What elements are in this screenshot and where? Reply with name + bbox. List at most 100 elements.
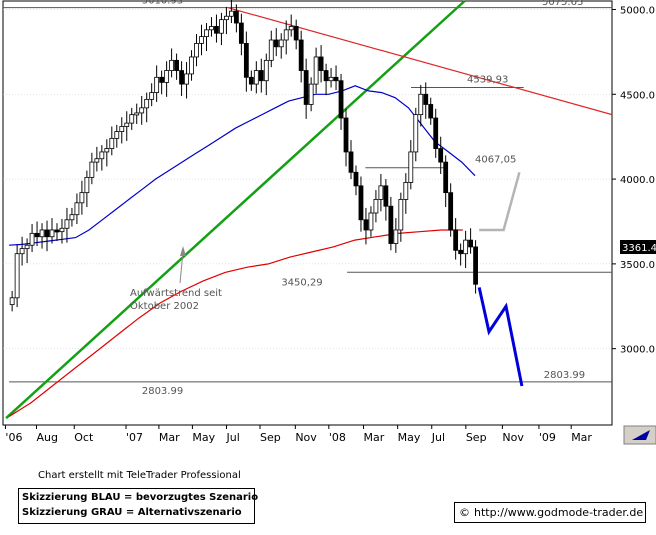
level-label: 4539,93 xyxy=(467,75,508,86)
candle-body xyxy=(140,108,144,113)
candle-body xyxy=(394,230,398,244)
level-label: 5010.93 xyxy=(142,0,183,7)
candle-body xyxy=(469,240,473,247)
candle-body xyxy=(439,149,443,163)
x-tick-label: Nov xyxy=(295,431,317,444)
candle-body xyxy=(234,11,238,23)
candle-body xyxy=(80,193,84,203)
candle-body xyxy=(125,123,129,126)
candle-body xyxy=(190,57,194,74)
candle-body xyxy=(314,57,318,84)
candle-body xyxy=(135,113,139,115)
candle-body xyxy=(324,71,328,81)
candle-body xyxy=(115,132,119,139)
candle-body xyxy=(160,77,164,82)
annotation-line-2: Oktober 2002 xyxy=(130,301,199,312)
candle-body xyxy=(264,60,268,80)
x-tick-label: Sep xyxy=(260,431,281,444)
candle-body xyxy=(339,81,343,118)
legend-gray-scenario: Skizzierung GRAU = Alternativszenario xyxy=(22,507,242,518)
candle-body xyxy=(25,245,29,248)
candle-body xyxy=(454,230,458,250)
partial-top-label: 5075.63 xyxy=(542,0,583,8)
x-tick-label: Jul xyxy=(226,431,240,444)
level-label: 4067,05 xyxy=(475,155,516,166)
x-tick-label: '07 xyxy=(126,431,143,444)
candle-body xyxy=(10,298,14,305)
candle-body xyxy=(399,199,403,230)
candle-body xyxy=(224,16,228,19)
x-tick-label: '09 xyxy=(539,431,556,444)
candle-body xyxy=(244,43,248,77)
candle-body xyxy=(35,233,39,236)
candle-body xyxy=(389,206,393,243)
scroll-arrow-icon[interactable] xyxy=(624,426,656,444)
level-label: 2803.99 xyxy=(544,370,585,381)
candle-body xyxy=(414,115,418,152)
candle-body xyxy=(229,11,233,16)
level-label: 3450,29 xyxy=(281,277,322,288)
scenario-legend: Skizzierung BLAU = bevorzugtes Szenario … xyxy=(18,488,255,524)
candle-body xyxy=(249,77,253,84)
x-tick-label: May xyxy=(192,431,215,444)
candle-body xyxy=(279,40,283,47)
candle-body xyxy=(274,40,278,47)
candle-body xyxy=(289,26,293,29)
candle-body xyxy=(180,71,184,85)
candle-body xyxy=(369,213,373,230)
candle-body xyxy=(20,249,24,254)
source-link[interactable]: © http://www.godmode-trader.de xyxy=(454,502,646,523)
candle-body xyxy=(309,84,313,104)
candle-body xyxy=(40,230,44,237)
candle-body xyxy=(359,186,363,220)
x-tick-label: '06 xyxy=(5,431,22,444)
y-tick-label: 5000.0 xyxy=(620,5,655,16)
candle-body xyxy=(334,77,338,80)
candle-body xyxy=(209,26,213,29)
candle-body xyxy=(204,30,208,37)
candle-body xyxy=(269,40,273,60)
candle-body xyxy=(429,104,433,118)
plot-area xyxy=(3,1,612,425)
candle-body xyxy=(165,71,169,83)
candle-body xyxy=(75,203,79,215)
candle-body xyxy=(150,93,154,100)
candle-body xyxy=(464,240,468,254)
candle-body xyxy=(284,30,288,40)
candle-body xyxy=(90,162,94,177)
candle-body xyxy=(175,60,179,70)
candle-body xyxy=(65,220,69,228)
candle-body xyxy=(120,127,124,132)
candle-body xyxy=(30,233,34,245)
x-tick-label: Jul xyxy=(431,431,445,444)
annotation-line-1: Aufwärtstrend seit xyxy=(130,288,222,299)
x-tick-label: Mar xyxy=(364,431,385,444)
candle-body xyxy=(259,71,263,81)
candle-body xyxy=(329,77,333,80)
candle-body xyxy=(299,40,303,71)
legend-blue-scenario: Skizzierung BLAU = bevorzugtes Szenario xyxy=(22,492,258,503)
candle-body xyxy=(444,162,448,193)
candle-body xyxy=(384,186,388,206)
candle-body xyxy=(419,94,423,114)
candle-body xyxy=(110,138,114,148)
candle-body xyxy=(449,193,453,230)
candle-body xyxy=(214,26,218,33)
candle-body xyxy=(474,247,478,284)
last-price-label: 3361.4 xyxy=(622,243,656,254)
level-label: 2803.99 xyxy=(142,386,183,397)
x-tick-label: Oct xyxy=(74,431,94,444)
candle-body xyxy=(344,118,348,152)
x-tick-label: May xyxy=(398,431,421,444)
x-tick-label: '08 xyxy=(329,431,346,444)
credit-text: Chart erstellt mit TeleTrader Profession… xyxy=(38,470,241,481)
candle-body xyxy=(200,37,204,44)
candle-body xyxy=(354,172,358,186)
candle-body xyxy=(319,57,323,71)
candle-body xyxy=(130,115,134,123)
candle-body xyxy=(185,74,189,84)
candle-body xyxy=(424,94,428,104)
source-url[interactable]: http://www.godmode-trader.de xyxy=(474,506,643,519)
candle-body xyxy=(95,159,99,162)
